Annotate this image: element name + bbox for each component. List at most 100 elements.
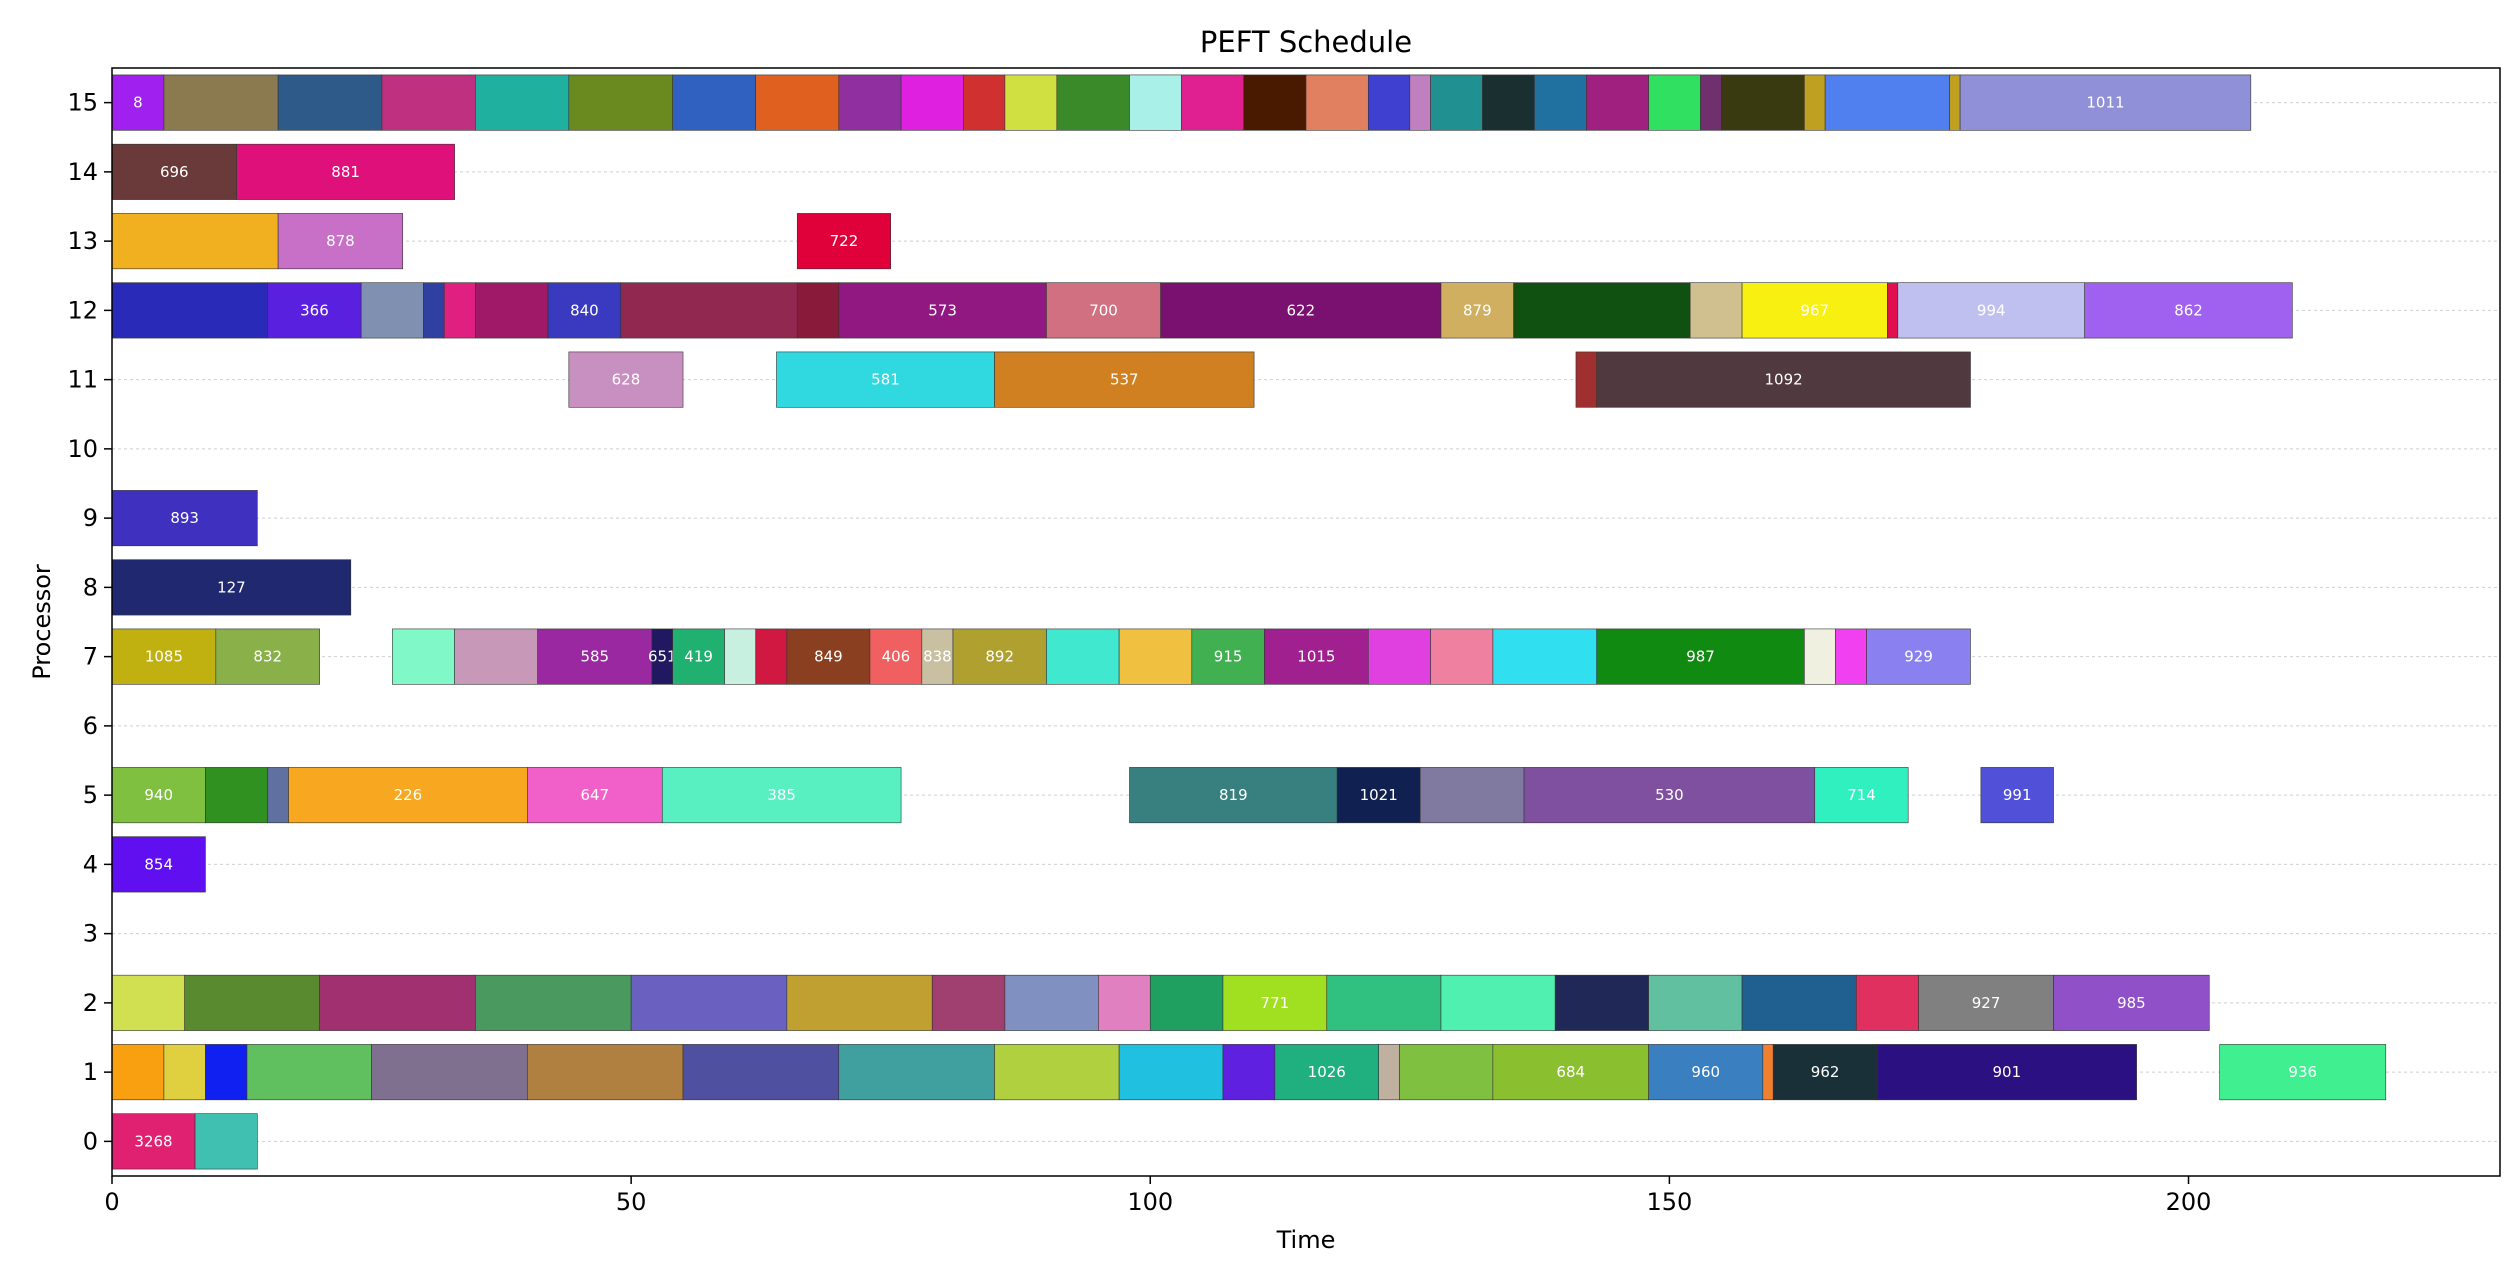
task-label: 936 [2288,1063,2317,1081]
task-bar [1336,767,1421,824]
task-label: 879 [1463,301,1492,319]
task-label: 651 [648,648,677,666]
y-tick-label: 8 [83,573,98,601]
task-label: 419 [684,648,713,666]
task-bar [215,628,320,685]
y-tick-label: 11 [67,366,98,394]
task-bar [796,282,840,339]
task-bar [796,213,891,270]
task-bar [1181,74,1245,131]
task-bar [111,490,258,547]
task-bar [111,628,217,685]
task-bar [111,974,185,1031]
task-bar [672,74,757,131]
task-bar [682,1044,840,1101]
task-bar [1326,974,1442,1031]
task-bar [838,282,1047,339]
task-bar [838,1044,995,1101]
task-bar [443,282,476,339]
plot-frame [111,67,2501,1177]
task-bar [1689,282,1743,339]
chart-title: PEFT Schedule [1200,25,1412,59]
task-label: 994 [1977,301,2006,319]
task-label: 927 [1972,994,2001,1012]
task-label: 385 [767,786,796,804]
task-bar [1367,628,1431,685]
task-bar [1129,767,1338,824]
task-bar [1492,1044,1649,1101]
task-bar [1866,628,1971,685]
task-bar [1409,74,1431,131]
x-tick-label: 200 [2166,1188,2212,1216]
task-bar [1004,974,1099,1031]
task-bar [931,974,1006,1031]
task-bar [1274,1044,1379,1101]
task-bar [537,628,653,685]
task-label: 878 [326,232,355,250]
task-bar [900,74,964,131]
task-bar [547,282,622,339]
task-bar [111,74,165,131]
task-label: 962 [1811,1063,1840,1081]
y-tick-label: 0 [83,1127,98,1155]
task-bar [475,974,632,1031]
task-bar [1648,974,1743,1031]
task-bar [786,628,871,685]
task-bar [1887,282,1899,339]
task-bar [1534,74,1587,131]
task-bar [724,628,757,685]
task-bar [1648,74,1701,131]
task-bar [1118,628,1193,685]
task-bar [371,1044,528,1101]
task-bar [838,74,902,131]
task-label: 3268 [134,1132,172,1150]
task-bar [1648,1044,1764,1101]
task-bar [1419,767,1525,824]
task-bar [1264,628,1369,685]
task-bar [277,213,404,270]
y-tick-label: 10 [67,435,98,463]
task-bar [963,74,1006,131]
task-bar [381,74,476,131]
task-bar [1243,74,1307,131]
task-label: 581 [871,371,900,389]
task-bar [267,282,362,339]
task-bar [1918,974,2054,1031]
task-bar [1430,628,1494,685]
task-label: 940 [144,786,173,804]
task-label: 893 [170,509,199,527]
task-bar [246,1044,372,1101]
x-tick-label: 100 [1127,1188,1173,1216]
task-bar [527,767,663,824]
task-label: 530 [1655,786,1684,804]
task-bar [1004,74,1058,131]
task-label: 1092 [1765,371,1803,389]
y-axis-label: Processor [28,564,56,680]
task-bar [1482,74,1535,131]
task-label: 929 [1904,648,1933,666]
task-bar [205,1044,248,1101]
y-tick-label: 13 [67,227,98,255]
task-bar [392,628,455,685]
task-bar [163,74,279,131]
task-bar [1056,74,1130,131]
task-bar [1855,974,1919,1031]
task-bar [454,628,538,685]
task-label: 406 [882,648,911,666]
task-bar [1741,974,1857,1031]
task-bar [1835,628,1867,685]
task-bar [1523,767,1816,824]
task-bar [755,628,788,685]
y-tick-label: 1 [83,1058,98,1086]
task-label: 915 [1214,648,1243,666]
task-bar [1959,74,2252,131]
task-bar [1378,1044,1400,1101]
task-label: 537 [1110,371,1139,389]
task-bar [568,74,673,131]
task-bar [952,628,1047,685]
task-bar [236,143,455,200]
task-label: 991 [2003,786,2032,804]
task-label: 881 [331,163,360,181]
task-label: 722 [830,232,859,250]
